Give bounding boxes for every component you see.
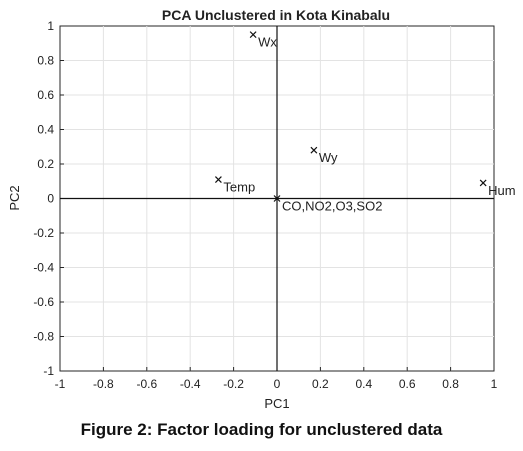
y-tick-label: -0.6 — [33, 295, 54, 309]
data-point: Hum — [479, 179, 516, 198]
x-tick-label: 0.2 — [312, 377, 329, 391]
point-marker — [273, 195, 281, 202]
point-label: CO,NO2,O3,SO2 — [282, 199, 382, 214]
y-tick-labels: 1 0.8 0.6 0.4 0.2 0 -0.2 -0.4 -0.6 -0.8 -1 — [33, 19, 54, 378]
point-marker — [249, 31, 257, 39]
data-point: Temp — [214, 176, 255, 195]
y-tick-label: -0.8 — [33, 330, 54, 344]
y-tick-label: -0.2 — [33, 226, 54, 240]
y-tick-label: 0 — [47, 192, 54, 206]
point-marker — [214, 176, 222, 183]
point-marker — [310, 146, 318, 154]
data-points: Wx Wy Temp Hum CO,NO2,O3,SO2 — [214, 31, 516, 214]
x-tick-label: -1 — [55, 377, 66, 391]
data-point: CO,NO2,O3,SO2 — [273, 195, 382, 214]
y-tick-label: 0.8 — [37, 54, 54, 68]
x-tick-label: 0.8 — [442, 377, 459, 391]
y-tick-label: 0.2 — [37, 157, 54, 171]
x-tick-label: 1 — [491, 377, 498, 391]
data-point: Wy — [310, 146, 338, 165]
y-tick-label: 0.4 — [37, 123, 54, 137]
x-tick-label: -0.2 — [223, 377, 244, 391]
x-tick-label: 0 — [274, 377, 281, 391]
point-marker — [479, 179, 487, 187]
x-tick-label: -0.6 — [136, 377, 157, 391]
chart-title: PCA Unclustered in Kota Kinabalu — [162, 7, 390, 23]
data-point: Wx — [249, 31, 277, 50]
y-tick-label: 1 — [47, 19, 54, 33]
x-tick-label: 0.4 — [355, 377, 372, 391]
y-tick-label: -0.4 — [33, 261, 54, 275]
x-tick-label: -0.4 — [180, 377, 201, 391]
x-tick-label: 0.6 — [399, 377, 416, 391]
x-tick-label: -0.8 — [93, 377, 114, 391]
point-label: Hum — [488, 183, 515, 198]
figure-caption: Figure 2: Factor loading for unclustered… — [80, 420, 443, 439]
x-tick-labels: -1 -0.8 -0.6 -0.4 -0.2 0 0.2 0.4 0.6 0.8 1 — [55, 377, 498, 391]
x-axis-label: PC1 — [264, 396, 289, 411]
y-axis-label: PC2 — [7, 185, 22, 210]
point-label: Wx — [258, 35, 277, 50]
y-tick-label: -1 — [43, 364, 54, 378]
point-label: Wy — [319, 150, 338, 165]
y-tick-label: 0.6 — [37, 88, 54, 102]
point-label: Temp — [223, 180, 255, 195]
